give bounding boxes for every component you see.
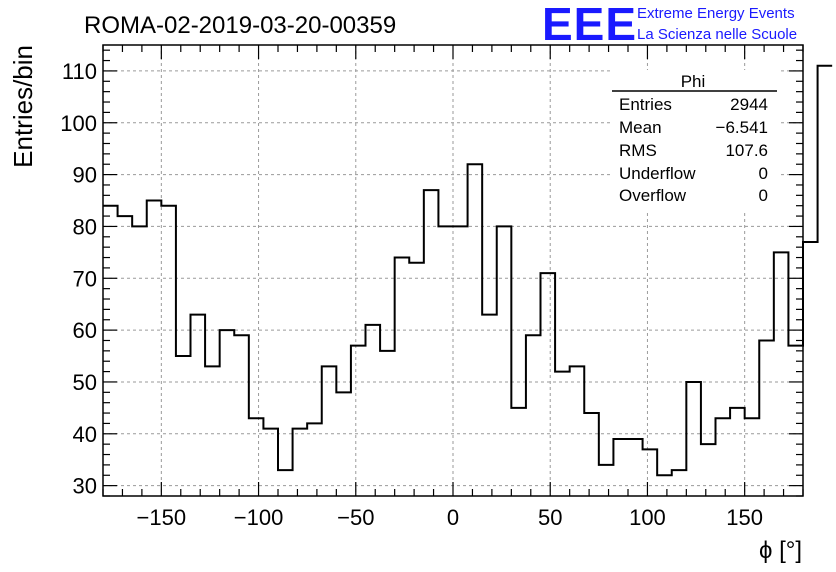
stats-box-background xyxy=(610,70,778,210)
y-tick-label: 60 xyxy=(73,318,97,343)
stats-value-entries: 2944 xyxy=(730,95,768,114)
stats-label-underflow: Underflow xyxy=(619,164,696,183)
x-tick-label: 50 xyxy=(538,505,562,530)
logo-caption-line1: Extreme Energy Events xyxy=(637,5,795,22)
x-tick-label: −50 xyxy=(337,505,374,530)
stats-label-overflow: Overflow xyxy=(619,186,687,205)
plot-frame xyxy=(102,44,804,497)
x-tick-label: −100 xyxy=(234,505,284,530)
x-tick-label: −150 xyxy=(137,505,187,530)
tick-labels: −150 −100 −50 0 50 100 150 30 40 50 60 70 80 90 100 110 xyxy=(60,59,763,530)
y-axis-label: Entries/bin xyxy=(8,45,38,168)
x-tick-label: 100 xyxy=(629,505,666,530)
logo-caption-line2: La Scienza nelle Scuole xyxy=(637,26,797,43)
x-tick-label: 150 xyxy=(726,505,763,530)
y-tick-label: 30 xyxy=(73,474,97,499)
histogram-line xyxy=(103,64,833,477)
stats-value-mean: −6.541 xyxy=(716,118,768,137)
eee-logo: EEE xyxy=(542,0,637,50)
y-tick-label: 40 xyxy=(73,422,97,447)
stats-title: Phi xyxy=(681,72,706,91)
stats-label-entries: Entries xyxy=(619,95,672,114)
stats-value-underflow: 0 xyxy=(759,164,768,183)
y-tick-label: 80 xyxy=(73,214,97,239)
y-tick-label: 50 xyxy=(73,370,97,395)
stats-label-mean: Mean xyxy=(619,118,662,137)
y-tick-label: 100 xyxy=(60,111,97,136)
stats-value-rms: 107.6 xyxy=(725,141,768,160)
stats-label-rms: RMS xyxy=(619,141,657,160)
x-axis-label: ϕ [°] xyxy=(759,537,802,564)
run-title: ROMA-02-2019-03-20-00359 xyxy=(84,12,396,39)
y-tick-label: 70 xyxy=(73,266,97,291)
y-tick-label: 110 xyxy=(62,59,97,84)
stats-box: Phi Entries 2944 Mean −6.541 RMS 107.6 U… xyxy=(610,70,778,210)
stats-value-overflow: 0 xyxy=(759,186,768,205)
y-tick-label: 90 xyxy=(73,163,97,188)
x-tick-label: 0 xyxy=(447,505,459,530)
axis-ticks xyxy=(102,45,804,497)
